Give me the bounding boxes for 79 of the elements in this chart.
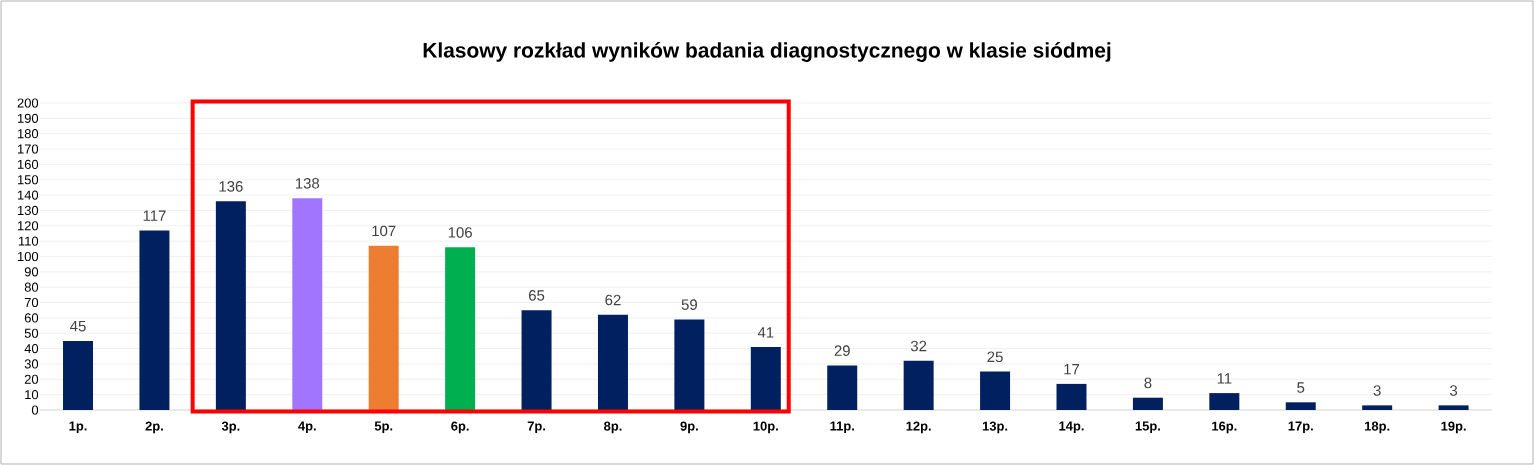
x-tick-label: 8p. bbox=[604, 421, 622, 434]
y-tick-label: 190 bbox=[17, 113, 39, 123]
x-tick-label: 12p. bbox=[906, 421, 931, 434]
data-label: 62 bbox=[605, 294, 621, 306]
y-tick-label: 20 bbox=[24, 374, 39, 384]
y-tick-label: 80 bbox=[24, 282, 39, 292]
bar bbox=[1285, 402, 1316, 410]
x-tick-label: 9p. bbox=[680, 421, 698, 434]
data-label: 29 bbox=[834, 345, 850, 356]
y-tick-label: 30 bbox=[24, 359, 39, 369]
x-tick-label: 7p. bbox=[527, 421, 546, 434]
data-label: 41 bbox=[757, 327, 774, 338]
y-tick-label: 160 bbox=[17, 159, 39, 169]
bar bbox=[1362, 405, 1393, 410]
y-tick-label: 50 bbox=[24, 328, 39, 338]
y-tick-label: 10 bbox=[25, 390, 39, 400]
bar bbox=[750, 347, 781, 410]
bar bbox=[674, 319, 705, 410]
x-tick-label: 10p. bbox=[753, 421, 778, 434]
data-label: 107 bbox=[372, 225, 396, 237]
x-tick-label: 11p. bbox=[830, 421, 854, 434]
bar bbox=[1438, 405, 1469, 410]
bar bbox=[368, 245, 399, 410]
y-tick-label: 40 bbox=[24, 344, 39, 354]
data-label: 17 bbox=[1064, 364, 1080, 375]
y-tick-label: 60 bbox=[24, 313, 39, 323]
x-tick-label: 15p. bbox=[1135, 421, 1160, 434]
bar bbox=[63, 340, 94, 410]
data-label: 8 bbox=[1144, 377, 1152, 389]
data-label: 32 bbox=[910, 340, 927, 352]
bar bbox=[521, 310, 552, 410]
x-tick-label: 13p. bbox=[982, 421, 1008, 434]
data-label: 59 bbox=[681, 299, 697, 310]
bar bbox=[445, 247, 476, 410]
y-tick-label: 90 bbox=[24, 267, 39, 277]
x-tick-label: 17p. bbox=[1288, 421, 1313, 434]
bar bbox=[1209, 393, 1240, 410]
x-tick-label: 2p. bbox=[145, 421, 163, 434]
data-label: 65 bbox=[529, 290, 545, 301]
data-label: 3 bbox=[1373, 385, 1381, 396]
data-label: 11 bbox=[1217, 373, 1232, 384]
y-tick-label: 170 bbox=[17, 144, 39, 154]
y-tick-label: 110 bbox=[18, 236, 39, 246]
bar bbox=[292, 198, 323, 410]
data-label: 138 bbox=[295, 178, 320, 189]
data-label: 5 bbox=[1297, 382, 1305, 393]
x-tick-label: 16p. bbox=[1212, 421, 1237, 434]
data-label: 3 bbox=[1450, 385, 1458, 396]
y-tick-label: 70 bbox=[24, 297, 39, 308]
x-tick-label: 14p. bbox=[1059, 421, 1084, 434]
y-tick-label: 0 bbox=[31, 405, 39, 415]
bar bbox=[215, 201, 246, 410]
x-tick-label: 4p. bbox=[298, 421, 316, 434]
x-tick-label: 1p. bbox=[69, 421, 87, 434]
y-tick-label: 100 bbox=[17, 251, 39, 262]
x-tick-label: 6p. bbox=[451, 421, 469, 434]
bar bbox=[827, 365, 858, 410]
x-tick-label: 19p. bbox=[1441, 421, 1466, 434]
data-label: 45 bbox=[70, 320, 86, 332]
bar bbox=[903, 360, 934, 410]
y-tick-label: 130 bbox=[17, 205, 39, 216]
x-tick-label: 5p. bbox=[374, 421, 393, 434]
data-label: 117 bbox=[143, 210, 166, 221]
y-tick-label: 150 bbox=[17, 175, 39, 185]
y-tick-label: 200 bbox=[17, 98, 39, 108]
x-tick-label: 3p. bbox=[221, 421, 240, 434]
y-tick-label: 180 bbox=[17, 129, 39, 139]
bar bbox=[980, 371, 1011, 410]
y-tick-label: 140 bbox=[17, 190, 39, 200]
chart-title: Klasowy rozkład wyników badania diagnostycznego w klasie siódmej bbox=[423, 42, 1111, 62]
data-label: 106 bbox=[448, 227, 472, 238]
y-tick-label: 120 bbox=[17, 221, 39, 231]
bar bbox=[1132, 397, 1163, 410]
x-tick-label: 18p. bbox=[1365, 421, 1390, 434]
bar bbox=[597, 314, 628, 410]
bar bbox=[139, 230, 170, 410]
bar bbox=[1056, 383, 1087, 410]
data-label: 136 bbox=[219, 181, 243, 192]
data-label: 25 bbox=[987, 351, 1003, 363]
